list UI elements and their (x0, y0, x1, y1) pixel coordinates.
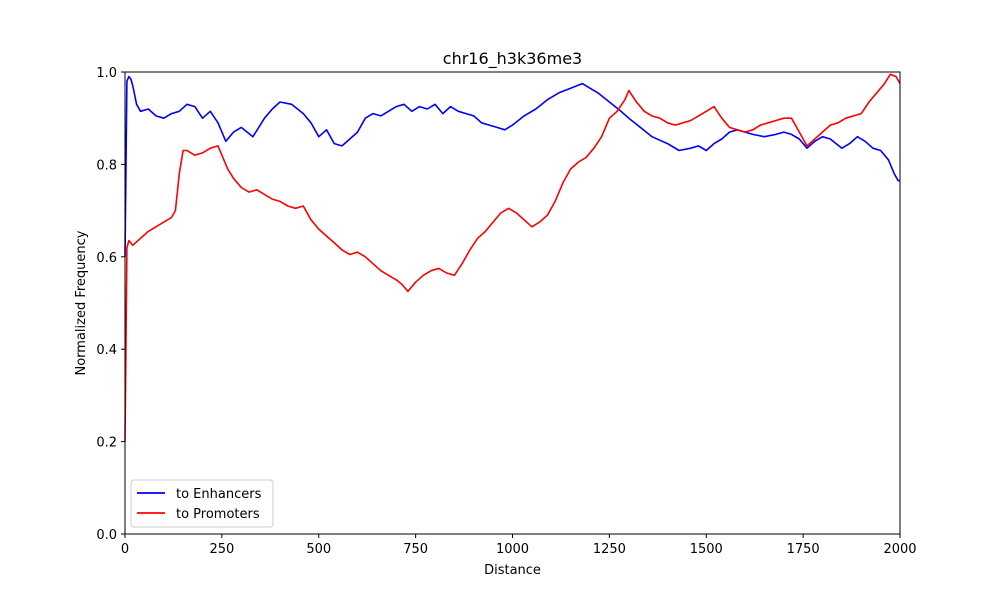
series-line-promoters (124, 73, 901, 442)
x-tick-label: 1000 (496, 542, 529, 557)
legend-label-promoters: to Promoters (176, 507, 260, 522)
y-tick-label: 0.2 (96, 436, 117, 451)
y-tick-label: 0.6 (96, 251, 117, 266)
x-tick-label: 750 (403, 542, 428, 557)
legend: to Enhancers to Promoters (130, 479, 274, 528)
x-tick-label: 1500 (690, 542, 723, 557)
y-tick-label: 1.0 (96, 66, 117, 81)
x-tick-label: 0 (121, 542, 129, 557)
x-tick-label: 500 (306, 542, 331, 557)
series-lines (124, 73, 901, 442)
y-axis-label: Normalized Frequency (74, 230, 89, 375)
x-axis-label: Distance (484, 563, 541, 578)
x-tick-label: 250 (209, 542, 234, 557)
y-tick-label: 0.4 (96, 343, 117, 358)
x-tick-label: 2000 (883, 542, 916, 557)
legend-box (130, 479, 274, 528)
x-tick-label: 1750 (787, 542, 820, 557)
y-tick-label: 0.8 (96, 158, 117, 173)
y-tick-label: 0.0 (96, 528, 117, 543)
y-axis-ticks: 0.0 0.2 0.4 0.6 0.8 1.0 (96, 66, 125, 543)
x-tick-label: 1250 (593, 542, 626, 557)
chart-title: chr16_h3k36me3 (443, 49, 582, 69)
x-axis-ticks: 0 250 500 750 1000 1250 1500 1750 2000 (121, 534, 917, 557)
legend-label-enhancers: to Enhancers (176, 487, 262, 502)
series-line-enhancers (124, 75, 900, 257)
